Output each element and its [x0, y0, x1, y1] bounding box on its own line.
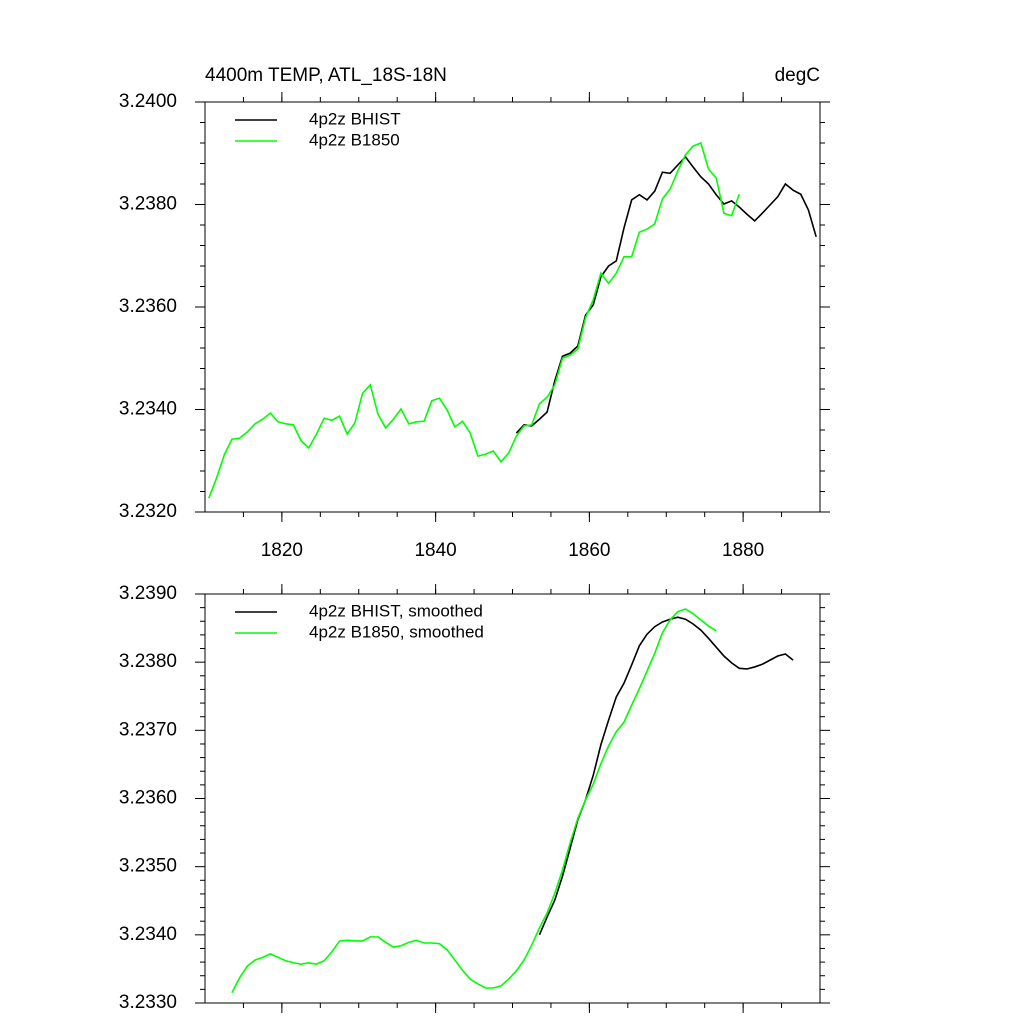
y-tick-label: 3.2380 — [119, 651, 177, 672]
x-tick-label: 1860 — [568, 540, 610, 561]
y-tick-label: 3.2380 — [119, 194, 177, 215]
y-tick-label: 3.2350 — [119, 856, 177, 877]
legend-label: 4p2z BHIST — [309, 109, 401, 128]
y-tick-label: 3.2370 — [119, 719, 177, 740]
y-tick-label: 3.2390 — [119, 583, 177, 604]
x-tick-label: 1820 — [261, 540, 303, 561]
y-tick-label: 3.2360 — [119, 296, 177, 317]
y-tick-label: 3.2340 — [119, 924, 177, 945]
data-line — [538, 616, 794, 936]
data-line — [208, 141, 741, 499]
y-tick-label: 3.2340 — [119, 399, 177, 420]
chart-title: 4400m TEMP, ATL_18S-18N — [205, 65, 447, 86]
legend-label: 4p2z B1850 — [309, 130, 400, 149]
y-tick-label: 3.2320 — [119, 501, 177, 522]
units-label: degC — [775, 65, 820, 86]
y-tick-label: 3.2400 — [119, 91, 177, 112]
plot-frame — [204, 593, 821, 1004]
plot-frame — [204, 101, 821, 513]
data-line — [515, 155, 817, 434]
legend-label: 4p2z BHIST, smoothed — [309, 601, 483, 620]
x-tick-label: 1880 — [722, 540, 764, 561]
x-tick-label: 1840 — [414, 540, 456, 561]
y-tick-label: 3.2330 — [119, 992, 177, 1013]
y-tick-label: 3.2360 — [119, 788, 177, 809]
data-line — [231, 608, 717, 994]
legend-label: 4p2z B1850, smoothed — [309, 622, 484, 641]
